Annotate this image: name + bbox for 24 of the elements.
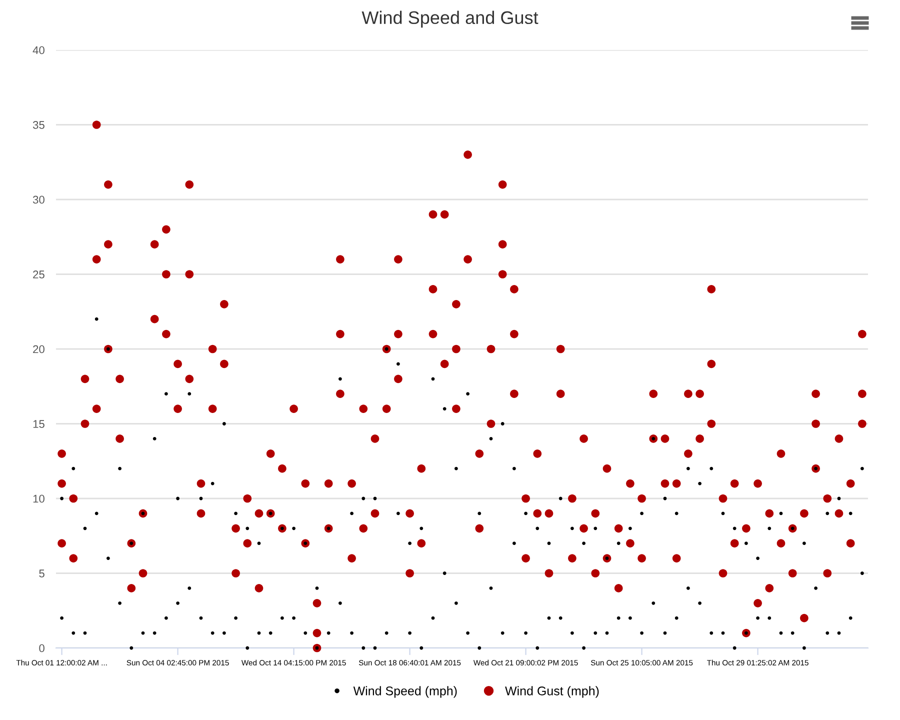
point [162,330,170,338]
point [858,420,866,428]
y-tick-label: 30 [32,196,44,204]
chart-title: Wind Speed and Gust [362,10,538,28]
y-tick-label: 25 [33,270,44,278]
point [92,404,101,413]
point [510,390,518,398]
point [336,390,344,398]
legend-label: Wind Gust (mph) [505,686,599,698]
point [58,539,66,548]
y-tick-label: 15 [33,420,44,428]
point [498,270,507,278]
y-tick-label: 20 [33,345,44,354]
legend-label: Wind Speed (mph) [353,686,457,698]
y-tick-label: 10 [33,494,44,503]
y-tick-label: 35 [32,121,44,129]
point [185,374,194,384]
point [707,420,716,428]
point [428,330,438,338]
point [394,374,402,384]
point [452,404,460,413]
y-tick-label: 5 [39,570,44,578]
y-tick-label: 0 [39,644,44,652]
y-tick-label: 40 [32,46,44,54]
